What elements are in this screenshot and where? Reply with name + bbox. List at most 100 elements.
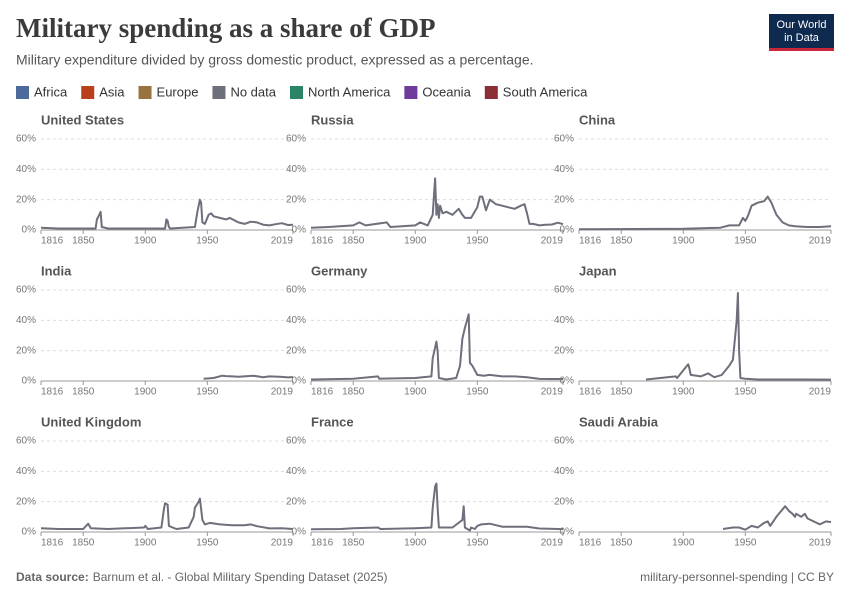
x-tick-label: 1950 bbox=[734, 236, 757, 247]
y-tick-label: 0% bbox=[22, 225, 37, 236]
y-tick-label: 20% bbox=[554, 194, 574, 205]
x-tick-label: 1850 bbox=[72, 538, 95, 549]
x-tick-label: 1850 bbox=[610, 387, 633, 398]
legend-label: No data bbox=[230, 84, 276, 99]
y-tick-label: 60% bbox=[16, 436, 36, 447]
data-line bbox=[310, 482, 564, 532]
x-tick-label: 1900 bbox=[672, 538, 695, 549]
x-tick-label: 2019 bbox=[809, 538, 832, 549]
x-tick-label: 2019 bbox=[271, 387, 294, 398]
y-tick-label: 60% bbox=[16, 134, 36, 145]
x-tick-label: 1950 bbox=[196, 236, 219, 247]
y-tick-label: 60% bbox=[286, 436, 306, 447]
legend-swatch bbox=[81, 86, 95, 99]
x-tick-label: 1850 bbox=[72, 236, 95, 247]
legend-swatch bbox=[404, 86, 418, 99]
legend-label: Oceania bbox=[422, 84, 471, 99]
legend-swatch bbox=[16, 86, 29, 99]
x-tick-label: 1816 bbox=[311, 236, 334, 247]
y-tick-label: 0% bbox=[292, 376, 307, 387]
logo[interactable]: Our World in Data bbox=[769, 14, 834, 51]
y-tick-label: 20% bbox=[286, 496, 306, 507]
legend-label: Europe bbox=[157, 84, 199, 99]
data-line bbox=[40, 198, 294, 230]
data-line bbox=[203, 374, 294, 380]
x-tick-label: 1816 bbox=[579, 538, 602, 549]
data-line bbox=[310, 313, 563, 381]
y-tick-label: 60% bbox=[554, 134, 574, 145]
x-tick-label: 1900 bbox=[404, 538, 427, 549]
y-tick-label: 0% bbox=[292, 225, 307, 236]
x-tick-label: 1900 bbox=[404, 387, 427, 398]
legend-swatch bbox=[138, 86, 152, 99]
x-tick-label: 1950 bbox=[734, 387, 757, 398]
data-line bbox=[310, 177, 564, 229]
x-tick-label: 1850 bbox=[610, 236, 633, 247]
y-tick-label: 60% bbox=[286, 285, 306, 296]
panel-title: United States bbox=[41, 112, 124, 127]
x-tick-label: 2019 bbox=[541, 236, 564, 247]
y-tick-label: 20% bbox=[286, 345, 306, 356]
panel-title: Japan bbox=[579, 263, 617, 278]
y-tick-label: 0% bbox=[22, 527, 37, 538]
x-tick-label: 1950 bbox=[466, 236, 489, 247]
source-label: Data source: bbox=[16, 570, 89, 584]
y-tick-label: 40% bbox=[16, 164, 36, 175]
x-tick-label: 1816 bbox=[311, 387, 334, 398]
data-line bbox=[645, 292, 832, 381]
y-tick-label: 40% bbox=[16, 466, 36, 477]
y-tick-label: 40% bbox=[554, 466, 574, 477]
legend-label: Africa bbox=[34, 84, 68, 99]
y-tick-label: 60% bbox=[286, 134, 306, 145]
y-tick-label: 40% bbox=[554, 164, 574, 175]
y-tick-label: 40% bbox=[286, 164, 306, 175]
y-tick-label: 20% bbox=[286, 194, 306, 205]
footer-source: Data source: Barnum et al. - Global Milit… bbox=[16, 570, 388, 584]
x-tick-label: 1900 bbox=[404, 236, 427, 247]
source-text: Barnum et al. - Global Military Spending… bbox=[93, 570, 388, 584]
logo-text: in Data bbox=[784, 32, 820, 44]
legend-swatch bbox=[212, 86, 226, 99]
legend-swatch bbox=[484, 86, 498, 99]
legend-label: South America bbox=[503, 84, 588, 99]
y-tick-label: 60% bbox=[554, 436, 574, 447]
y-tick-label: 0% bbox=[292, 527, 307, 538]
logo-text: Our World bbox=[777, 19, 827, 31]
x-tick-label: 1950 bbox=[734, 538, 757, 549]
y-tick-label: 40% bbox=[286, 315, 306, 326]
x-tick-label: 1950 bbox=[196, 538, 219, 549]
legend-label: Asia bbox=[99, 84, 125, 99]
x-tick-label: 1950 bbox=[466, 387, 489, 398]
y-tick-label: 0% bbox=[560, 527, 575, 538]
x-tick-label: 2019 bbox=[541, 387, 564, 398]
y-tick-label: 40% bbox=[554, 315, 574, 326]
logo-bar bbox=[769, 48, 834, 51]
chart-title: Military spending as a share of GDP bbox=[16, 13, 436, 43]
x-tick-label: 1816 bbox=[579, 236, 602, 247]
panel-title: Russia bbox=[311, 112, 354, 127]
y-tick-label: 20% bbox=[554, 345, 574, 356]
x-tick-label: 1900 bbox=[134, 236, 157, 247]
chart-subtitle: Military expenditure divided by gross do… bbox=[16, 52, 534, 68]
x-tick-label: 2019 bbox=[271, 236, 294, 247]
y-tick-label: 20% bbox=[16, 345, 36, 356]
x-tick-label: 2019 bbox=[271, 538, 294, 549]
x-tick-label: 1816 bbox=[579, 387, 602, 398]
x-tick-label: 1816 bbox=[311, 538, 334, 549]
x-tick-label: 1850 bbox=[342, 538, 365, 549]
x-tick-label: 1816 bbox=[41, 538, 64, 549]
y-tick-label: 0% bbox=[560, 376, 575, 387]
x-tick-label: 1816 bbox=[41, 387, 64, 398]
x-tick-label: 1900 bbox=[672, 236, 695, 247]
footer-license: military-personnel-spending | CC BY bbox=[640, 570, 834, 584]
y-tick-label: 40% bbox=[16, 315, 36, 326]
x-tick-label: 1850 bbox=[72, 387, 95, 398]
y-tick-label: 60% bbox=[16, 285, 36, 296]
x-tick-label: 2019 bbox=[809, 387, 832, 398]
logo-box bbox=[769, 14, 834, 50]
x-tick-label: 1850 bbox=[342, 387, 365, 398]
y-tick-label: 20% bbox=[554, 496, 574, 507]
x-tick-label: 2019 bbox=[541, 538, 564, 549]
y-tick-label: 40% bbox=[286, 466, 306, 477]
